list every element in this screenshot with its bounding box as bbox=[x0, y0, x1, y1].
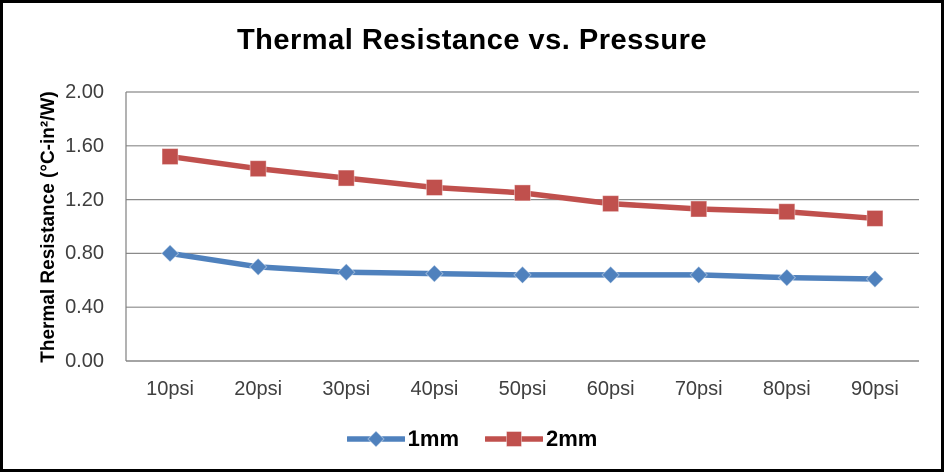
legend-swatch-square-icon bbox=[485, 431, 543, 447]
marker-2mm-60psi bbox=[602, 195, 620, 213]
marker-2mm-30psi bbox=[337, 169, 355, 187]
legend-label-2mm: 2mm bbox=[546, 426, 598, 451]
marker-2mm-80psi bbox=[778, 203, 796, 221]
marker-1mm-20psi bbox=[248, 257, 268, 277]
legend-swatch-diamond-icon bbox=[346, 430, 405, 448]
x-axis-label-60psi: 60psi bbox=[586, 378, 635, 400]
marker-2mm-70psi bbox=[690, 200, 708, 218]
x-axis-label-20psi: 20psi bbox=[234, 378, 283, 400]
y-tick-label-0.40: 0.40 bbox=[65, 296, 104, 319]
legend-marker-1mm bbox=[366, 430, 385, 448]
legend-label-1mm: 1mm bbox=[407, 426, 459, 451]
y-tick-label-2.00: 2.00 bbox=[65, 81, 104, 103]
marker-1mm-70psi bbox=[689, 265, 708, 285]
x-axis-label-90psi: 90psi bbox=[851, 378, 899, 400]
marker-1mm-60psi bbox=[601, 265, 620, 285]
marker-2mm-50psi bbox=[514, 184, 531, 202]
marker-2mm-40psi bbox=[425, 178, 443, 196]
x-axis-label-30psi: 30psi bbox=[322, 378, 371, 400]
y-tick-label-0.80: 0.80 bbox=[65, 242, 104, 265]
marker-1mm-80psi bbox=[777, 268, 797, 287]
marker-1mm-10psi bbox=[160, 244, 180, 263]
marker-2mm-10psi bbox=[161, 148, 179, 166]
marker-1mm-50psi bbox=[513, 265, 532, 285]
legend-item-2mm: 2mm bbox=[485, 426, 597, 452]
marker-1mm-30psi bbox=[337, 263, 356, 282]
y-tick-label-1.60: 1.60 bbox=[65, 134, 104, 157]
legend-item-1mm: 1mm bbox=[346, 426, 459, 452]
y-tick-label-1.20: 1.20 bbox=[65, 188, 104, 211]
y-tick-label-0.00: 0.00 bbox=[65, 350, 104, 372]
x-axis-label-10psi: 10psi bbox=[146, 378, 194, 400]
legend-marker-2mm bbox=[506, 431, 522, 447]
marker-1mm-40psi bbox=[425, 264, 444, 283]
x-axis-label-50psi: 50psi bbox=[498, 378, 547, 400]
chart-title: Thermal Resistance vs. Pressure bbox=[236, 24, 708, 56]
x-axis-label-80psi: 80psi bbox=[762, 378, 811, 400]
x-axis-label-70psi: 70psi bbox=[674, 378, 723, 400]
chart-legend: 1mm 2mm bbox=[3, 423, 941, 455]
marker-2mm-20psi bbox=[249, 160, 267, 178]
marker-2mm-90psi bbox=[866, 209, 884, 227]
x-axis-label-40psi: 40psi bbox=[410, 378, 459, 400]
marker-1mm-90psi bbox=[865, 269, 885, 289]
